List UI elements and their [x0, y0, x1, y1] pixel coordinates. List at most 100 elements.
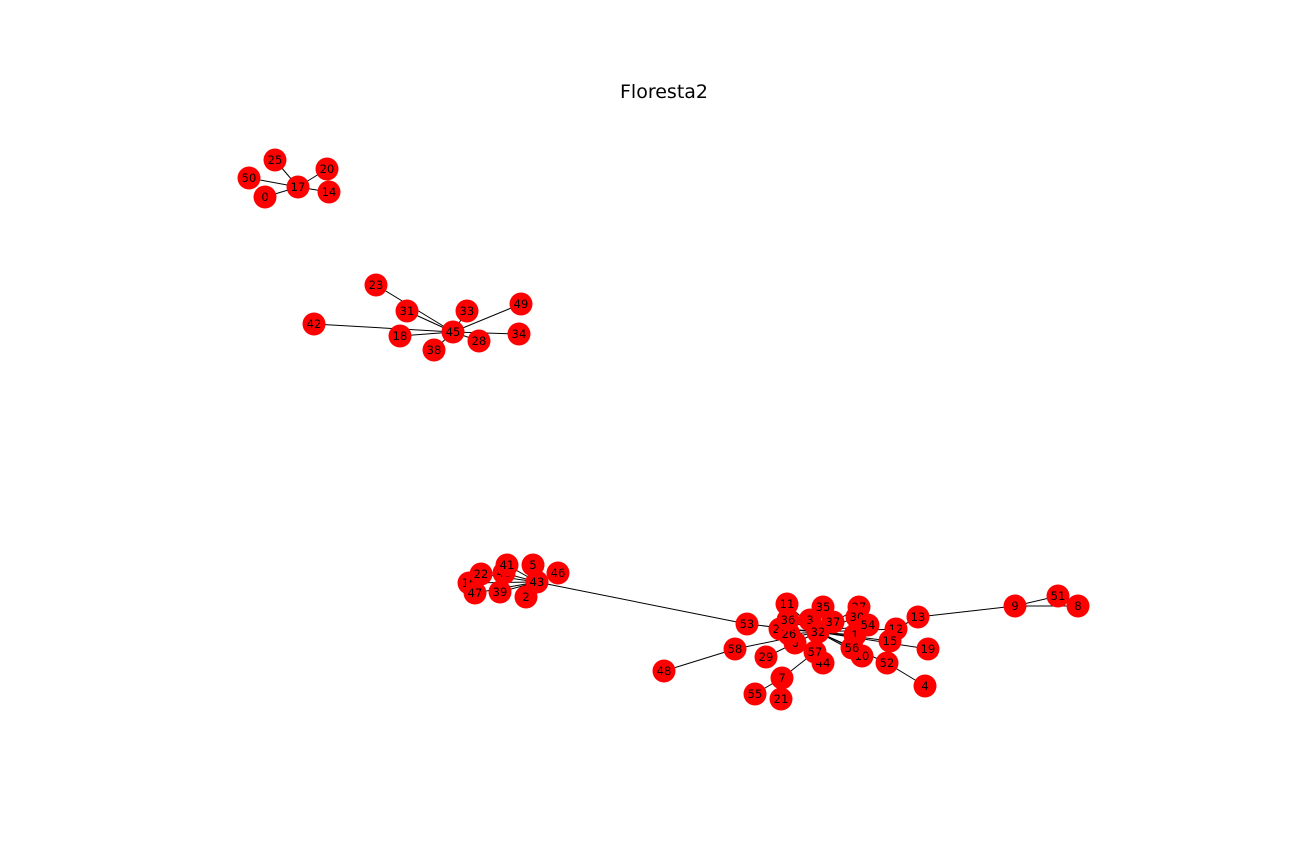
- node-circle-38: [422, 338, 446, 362]
- node-label-0: 0: [261, 190, 268, 204]
- node-label-43: 43: [530, 575, 545, 589]
- node-13: 13: [906, 605, 930, 629]
- node-circle-41: [495, 553, 519, 577]
- node-circle-4: [913, 674, 937, 698]
- node-43: 43: [525, 570, 549, 594]
- node-circle-0: [253, 185, 277, 209]
- node-label-38: 38: [427, 343, 442, 357]
- edge-58-48: [663, 648, 736, 672]
- node-circle-33: [455, 299, 479, 323]
- node-label-18: 18: [393, 329, 408, 343]
- node-28: 28: [467, 329, 491, 353]
- node-label-41: 41: [500, 558, 515, 572]
- node-circle-23: [364, 273, 388, 297]
- node-circle-34: [507, 322, 531, 346]
- node-label-37: 37: [826, 615, 841, 629]
- node-label-47: 47: [468, 586, 483, 600]
- node-circle-15: [878, 629, 902, 653]
- node-21: 21: [769, 687, 793, 711]
- node-19: 19: [916, 637, 940, 661]
- node-circle-52: [875, 651, 899, 675]
- node-label-13: 13: [911, 610, 926, 624]
- node-label-29: 29: [759, 650, 774, 664]
- node-31: 31: [395, 299, 419, 323]
- node-label-11: 11: [780, 597, 795, 611]
- node-label-21: 21: [774, 692, 789, 706]
- node-circle-43: [525, 570, 549, 594]
- node-circle-9: [1003, 594, 1027, 618]
- graph-edges: [248, 159, 1078, 700]
- node-label-39: 39: [493, 585, 508, 599]
- node-circle-55: [743, 682, 767, 706]
- node-circle-19: [916, 637, 940, 661]
- node-circle-57: [803, 640, 827, 664]
- node-53: 53: [735, 612, 759, 636]
- node-label-55: 55: [748, 687, 763, 701]
- node-circle-39: [488, 580, 512, 604]
- node-label-17: 17: [291, 180, 306, 194]
- node-38: 38: [422, 338, 446, 362]
- node-4: 4: [913, 674, 937, 698]
- node-50: 50: [237, 166, 261, 190]
- node-label-50: 50: [242, 171, 257, 185]
- node-label-32: 32: [811, 625, 826, 639]
- node-0: 0: [253, 185, 277, 209]
- node-label-9: 9: [1011, 599, 1018, 613]
- node-49: 49: [509, 292, 533, 316]
- node-circle-18: [388, 324, 412, 348]
- node-34: 34: [507, 322, 531, 346]
- node-circle-20: [315, 157, 339, 181]
- node-circle-46: [546, 561, 570, 585]
- node-label-33: 33: [460, 304, 475, 318]
- edge-43-53: [536, 581, 748, 625]
- node-circle-22: [469, 562, 493, 586]
- edge-32-19: [817, 631, 929, 650]
- node-label-4: 4: [921, 679, 928, 693]
- node-circle-25: [263, 148, 287, 172]
- node-label-5: 5: [529, 558, 536, 572]
- node-circle-14: [317, 180, 341, 204]
- node-circle-54: [856, 613, 880, 637]
- node-17: 17: [286, 175, 310, 199]
- node-label-42: 42: [307, 317, 322, 331]
- node-label-31: 31: [400, 304, 415, 318]
- node-circle-28: [467, 329, 491, 353]
- node-54: 54: [856, 613, 880, 637]
- node-41: 41: [495, 553, 519, 577]
- node-label-22: 22: [474, 567, 489, 581]
- node-9: 9: [1003, 594, 1027, 618]
- node-47: 47: [463, 581, 487, 605]
- node-label-15: 15: [883, 634, 898, 648]
- node-circle-7: [770, 666, 794, 690]
- node-label-56: 56: [845, 641, 860, 655]
- node-circle-53: [735, 612, 759, 636]
- node-circle-37: [821, 610, 845, 634]
- node-circle-13: [906, 605, 930, 629]
- node-label-45: 45: [446, 325, 461, 339]
- node-label-57: 57: [808, 645, 823, 659]
- node-circle-49: [509, 292, 533, 316]
- node-18: 18: [388, 324, 412, 348]
- node-label-34: 34: [512, 327, 527, 341]
- node-20: 20: [315, 157, 339, 181]
- node-15: 15: [878, 629, 902, 653]
- node-56: 56: [840, 636, 864, 660]
- node-label-1: 1: [851, 628, 858, 642]
- node-29: 29: [754, 645, 778, 669]
- node-7: 7: [770, 666, 794, 690]
- node-39: 39: [488, 580, 512, 604]
- node-22: 22: [469, 562, 493, 586]
- node-label-58: 58: [728, 642, 743, 656]
- node-circle-29: [754, 645, 778, 669]
- node-label-52: 52: [880, 656, 895, 670]
- node-circle-50: [237, 166, 261, 190]
- figure-title: Floresta2: [620, 81, 708, 103]
- node-51: 51: [1046, 584, 1070, 608]
- graph-nodes: 0123456789101112131415161718192021222324…: [237, 148, 1090, 711]
- node-55: 55: [743, 682, 767, 706]
- node-circle-56: [840, 636, 864, 660]
- node-8: 8: [1066, 594, 1090, 618]
- node-37: 37: [821, 610, 845, 634]
- node-45: 45: [441, 320, 465, 344]
